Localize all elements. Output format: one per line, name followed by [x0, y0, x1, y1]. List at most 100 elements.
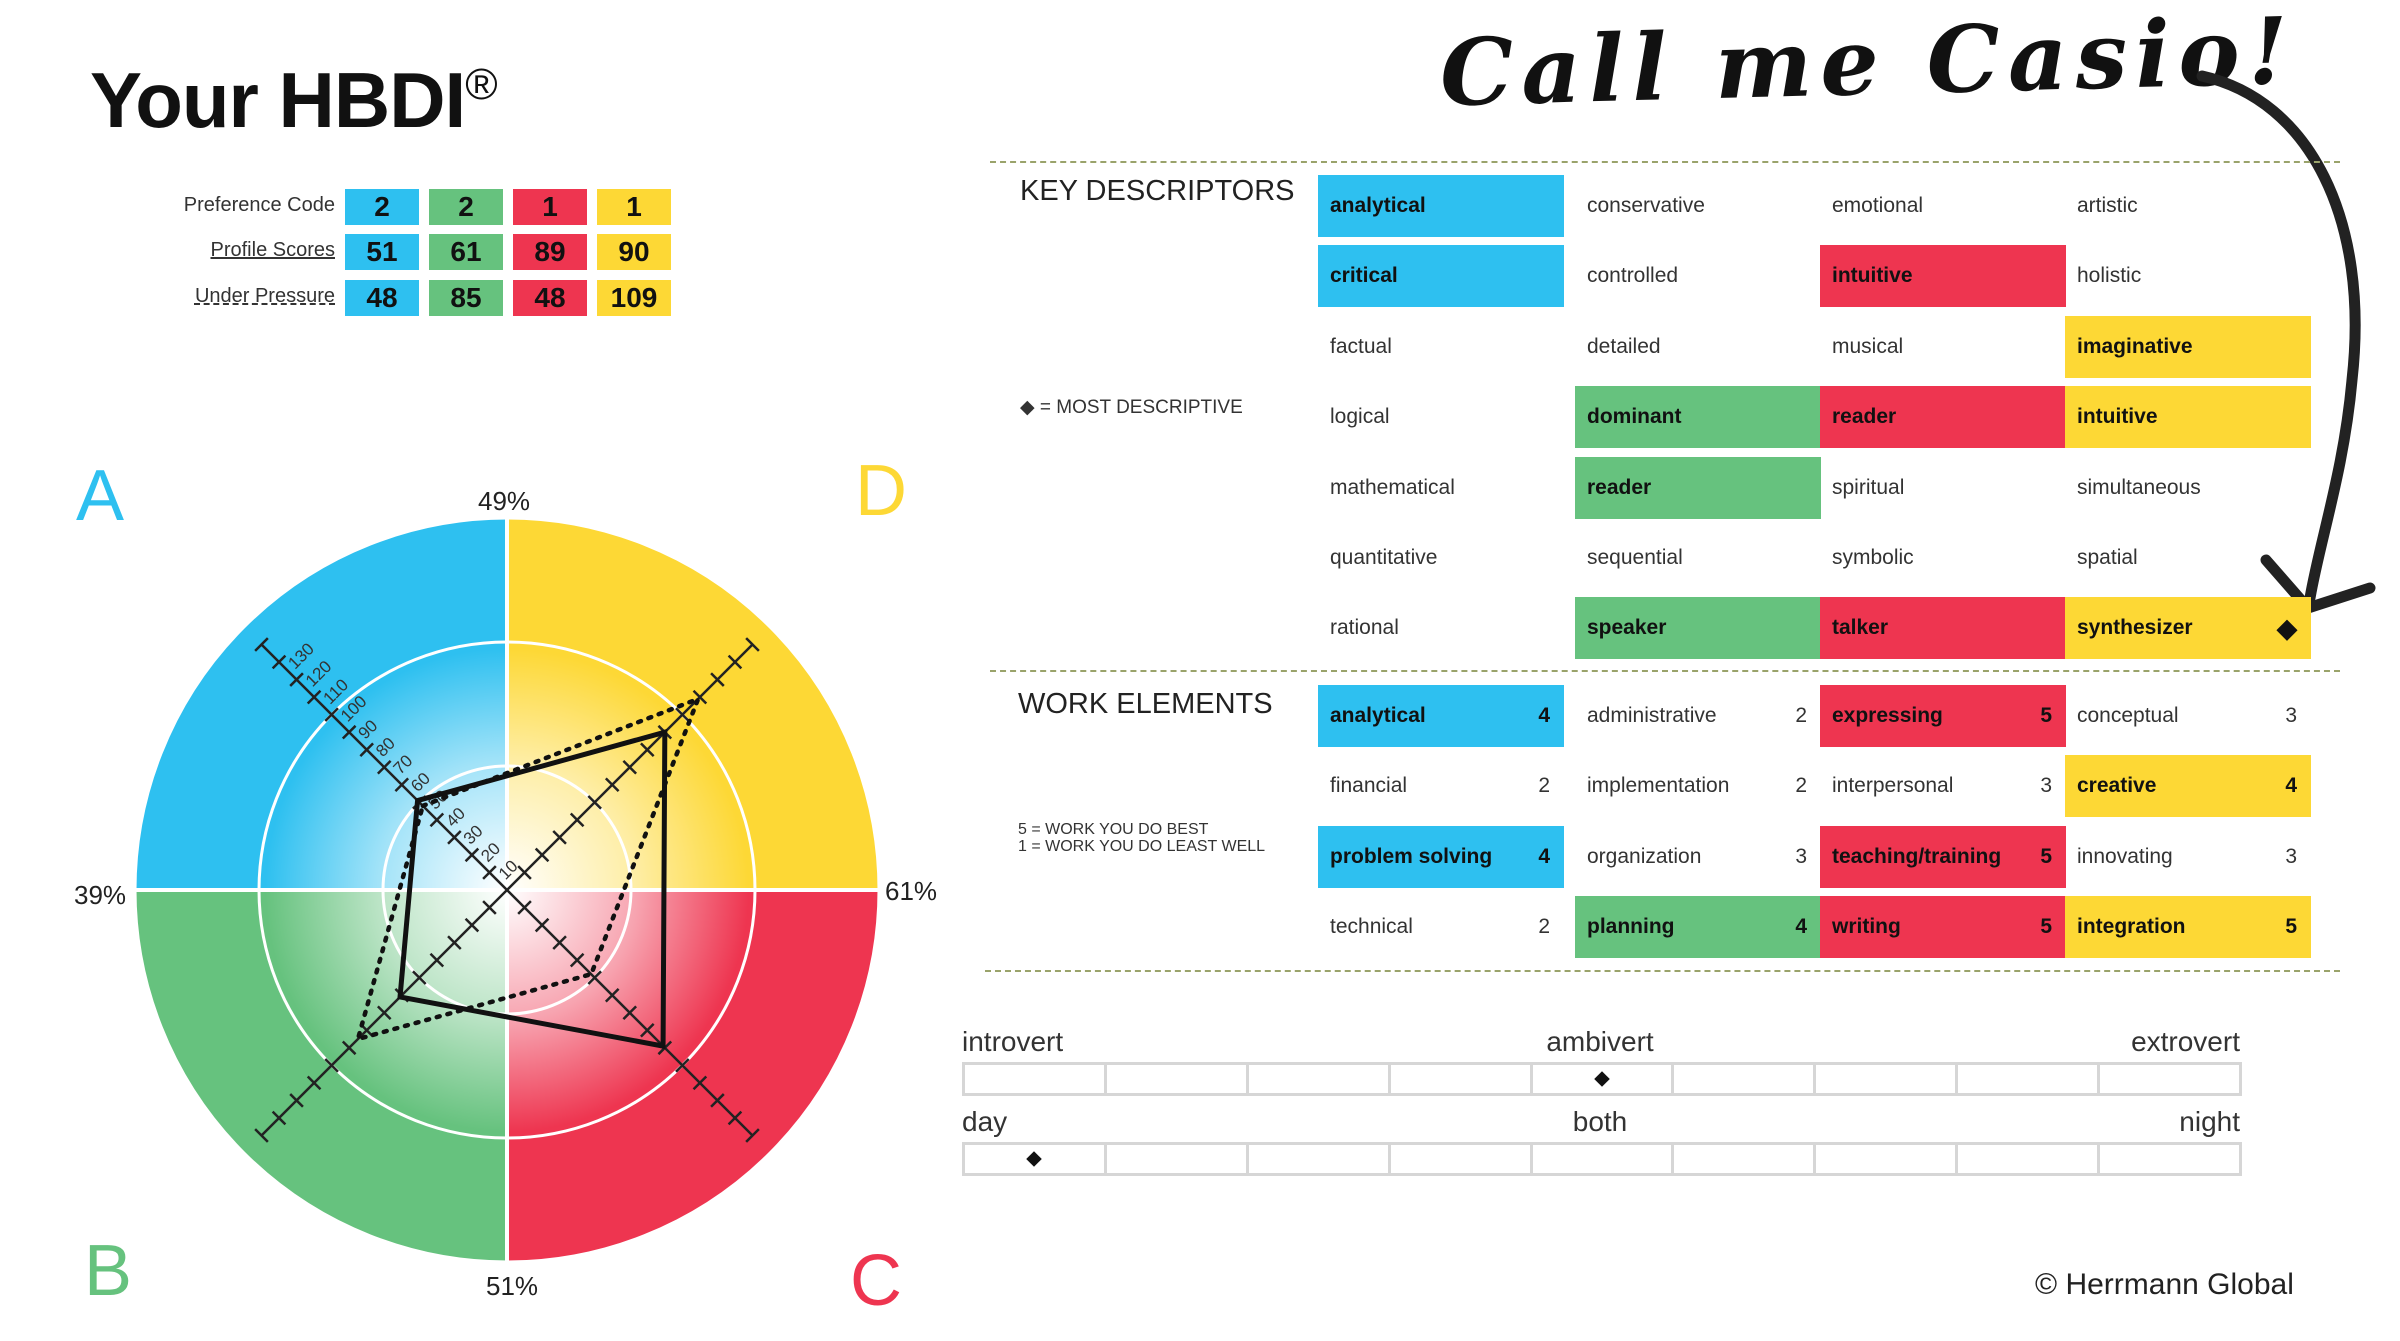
work-element-score: 3: [2285, 704, 2297, 727]
scale-segment: [2100, 1145, 2239, 1173]
work-element-score: 4: [1538, 704, 1550, 727]
scale-left-label: introvert: [962, 1026, 1064, 1057]
axis-tick: [622, 1005, 638, 1021]
axis-tick: [447, 830, 462, 845]
score-cell: 89: [513, 234, 587, 270]
scale-bar: [962, 1062, 2242, 1096]
key-descriptor-item: symbolic: [1820, 527, 2066, 589]
work-element-label: conceptual: [2077, 704, 2179, 727]
key-descriptor-item: quantitative: [1318, 527, 1564, 589]
axis-tick: [324, 707, 339, 722]
axis-tick: [534, 917, 550, 933]
score-cell: 51: [345, 234, 419, 270]
score-cell: 2: [345, 189, 419, 225]
key-descriptor-item: reader: [1575, 456, 1821, 519]
axis-tick: [675, 1058, 690, 1073]
key-descriptor-item: factual: [1318, 316, 1564, 378]
key-descriptor-item: logical: [1318, 386, 1564, 448]
work-element-score: 2: [1795, 704, 1807, 727]
scale-segment: [1958, 1065, 2101, 1093]
axis-tick: [745, 1128, 760, 1143]
work-elements-legend-least: 1 = WORK YOU DO LEAST WELL: [1018, 838, 1266, 855]
scale-segment: [1249, 1145, 1391, 1173]
axis-tick: [341, 724, 357, 740]
work-element-score: 5: [2285, 914, 2297, 938]
key-descriptor-label: detailed: [1587, 334, 1661, 358]
work-element-label: teaching/training: [1832, 844, 2002, 868]
axis-tick: [727, 1110, 743, 1126]
separator-middle: [990, 670, 2340, 672]
key-descriptor-item: imaginative: [2065, 315, 2311, 378]
score-cell: 48: [345, 280, 419, 316]
axis-tick: [692, 1075, 708, 1091]
most-descriptive-diamond-icon: ◆: [2277, 612, 2297, 643]
axis-tick: [324, 1058, 339, 1073]
work-element-item: problem solving 4: [1318, 825, 1564, 888]
work-element-label: administrative: [1587, 704, 1717, 727]
score-cell: 90: [597, 234, 671, 270]
axis-tick: [534, 847, 550, 863]
score-cell: 109: [597, 280, 671, 316]
key-descriptor-item: analytical: [1318, 175, 1564, 237]
scale-right-label: night: [2179, 1106, 2240, 1137]
work-element-item: teaching/training 5: [1820, 825, 2066, 888]
scale-segment: [1674, 1145, 1817, 1173]
axis-tick: [359, 742, 374, 757]
work-element-label: expressing: [1832, 704, 1943, 727]
key-descriptor-item: spiritual: [1820, 457, 2066, 519]
scale-segment: [2100, 1065, 2239, 1093]
key-descriptor-label: holistic: [2077, 264, 2142, 288]
work-element-label: creative: [2077, 774, 2157, 798]
scale-segment: [965, 1065, 1107, 1093]
work-element-label: organization: [1587, 844, 1702, 868]
work-element-item: expressing 5: [1820, 685, 2066, 747]
work-element-label: integration: [2077, 914, 2186, 938]
key-descriptor-label: quantitative: [1330, 546, 1438, 569]
key-descriptor-label: imaginative: [2077, 334, 2193, 358]
copyright: © Herrmann Global: [2035, 1268, 2294, 1301]
axis-tick: [552, 935, 567, 950]
key-descriptor-label: mathematical: [1330, 475, 1455, 499]
axis-tick: [447, 935, 462, 950]
key-descriptor-label: spiritual: [1832, 475, 1905, 499]
scale-segment: [1391, 1065, 1533, 1093]
key-descriptors-title: KEY DESCRIPTORS: [1020, 175, 1295, 207]
scale-segment: [1674, 1065, 1817, 1093]
scale-segment: [1816, 1145, 1959, 1173]
work-element-score: 4: [1538, 844, 1550, 868]
axis-tick: [604, 777, 620, 793]
work-element-score: 2: [1538, 774, 1550, 798]
work-element-item: planning 4: [1575, 895, 1821, 958]
work-element-score: 2: [1538, 914, 1550, 938]
work-element-item: innovating 3: [2065, 826, 2311, 888]
key-descriptor-item: talker: [1820, 597, 2066, 660]
work-elements-legend-best: 5 = WORK YOU DO BEST: [1018, 821, 1209, 838]
axis-tick: [289, 1093, 304, 1108]
axis-tick: [622, 759, 638, 775]
key-descriptor-label: analytical: [1330, 194, 1426, 217]
key-descriptor-label: artistic: [2077, 194, 2138, 217]
key-descriptor-label: intuitive: [1832, 264, 1913, 288]
separator-top: [990, 161, 2340, 163]
axis-tick: [517, 900, 532, 915]
key-descriptor-item: conservative: [1575, 175, 1821, 237]
work-element-label: planning: [1587, 914, 1675, 938]
work-element-item: analytical 4: [1318, 685, 1564, 747]
scale-marker-diamond-icon: [965, 1145, 1107, 1173]
key-descriptor-item: simultaneous: [2065, 457, 2311, 519]
score-row-label: Preference Code: [183, 194, 335, 216]
axis-tick: [289, 672, 304, 687]
percentage-bottom: 51%: [486, 1271, 539, 1301]
work-element-label: problem solving: [1330, 844, 1493, 868]
scale-segment: [1533, 1145, 1675, 1173]
work-element-item: conceptual 3: [2065, 685, 2311, 747]
axis-tick: [552, 830, 567, 845]
axis-tick: [376, 759, 392, 775]
key-descriptor-label: reader: [1587, 475, 1652, 499]
key-descriptor-item: sequential: [1575, 527, 1821, 589]
axis-tick: [482, 900, 497, 915]
scale-segment: [1816, 1065, 1959, 1093]
page-title: Your HBDI®: [90, 56, 498, 144]
key-descriptor-label: sequential: [1587, 546, 1683, 569]
work-element-score: 5: [2040, 914, 2052, 938]
